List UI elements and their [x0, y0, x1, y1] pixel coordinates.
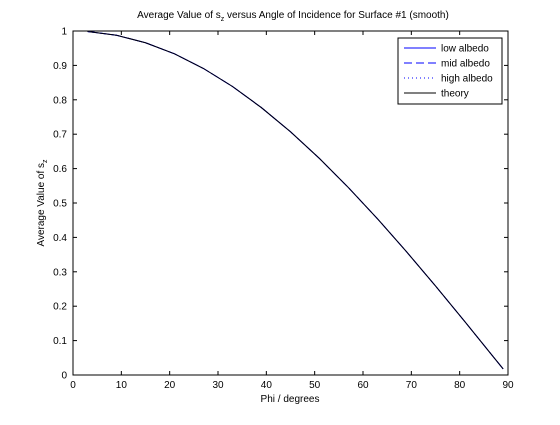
- y-tick-label: 0.2: [53, 302, 67, 313]
- y-axis-label: Average Value of sz: [36, 159, 49, 247]
- legend-entries: low albedo mid albedo high albedo theory: [404, 44, 493, 100]
- chart-title-rest: versus Angle of Incidence for Surface #1…: [224, 10, 449, 21]
- chart-title-main: Average Value of s: [137, 10, 221, 21]
- x-tick-label: 20: [164, 380, 176, 391]
- y-axis-label-sub: z: [42, 159, 49, 163]
- y-tick-label: 1: [61, 27, 67, 38]
- y-axis-label-main: Average Value of s: [36, 163, 47, 247]
- y-tick-label: 0.8: [53, 95, 67, 106]
- x-tick-label: 60: [357, 380, 369, 391]
- x-tick-label: 80: [454, 380, 466, 391]
- legend-label: low albedo: [441, 44, 489, 55]
- x-tick-label: 90: [502, 380, 514, 391]
- x-ticks: 0 10 20 30 40 50 60 70 80 90: [70, 31, 514, 391]
- legend-label: mid albedo: [441, 59, 490, 70]
- legend-label: theory: [441, 89, 469, 100]
- y-tick-label: 0.1: [53, 336, 67, 347]
- y-tick-label: 0: [61, 371, 67, 382]
- y-ticks: 0 0.1 0.2 0.3 0.4 0.5 0.6 0.7 0.8 0.9 1: [53, 27, 508, 382]
- y-tick-label: 0.6: [53, 164, 67, 175]
- y-tick-label: 0.7: [53, 130, 67, 141]
- x-tick-label: 40: [261, 380, 273, 391]
- x-tick-label: 70: [406, 380, 418, 391]
- x-tick-label: 30: [212, 380, 224, 391]
- chart-title-sub: z: [221, 16, 225, 23]
- y-tick-label: 0.4: [53, 233, 67, 244]
- legend: low albedo mid albedo high albedo theory: [397, 37, 503, 105]
- series-group: [87, 30, 504, 370]
- x-axis-label: Phi / degrees: [261, 394, 320, 405]
- x-tick-label: 50: [309, 380, 321, 391]
- y-tick-label: 0.3: [53, 267, 67, 278]
- x-tick-label: 10: [116, 380, 128, 391]
- series-line-theory: [87, 30, 504, 370]
- chart-title: Average Value of sz versus Angle of Inci…: [137, 10, 449, 23]
- x-tick-label: 0: [70, 380, 76, 391]
- y-tick-label: 0.9: [53, 61, 67, 72]
- y-tick-label: 0.5: [53, 199, 67, 210]
- legend-label: high albedo: [441, 74, 493, 85]
